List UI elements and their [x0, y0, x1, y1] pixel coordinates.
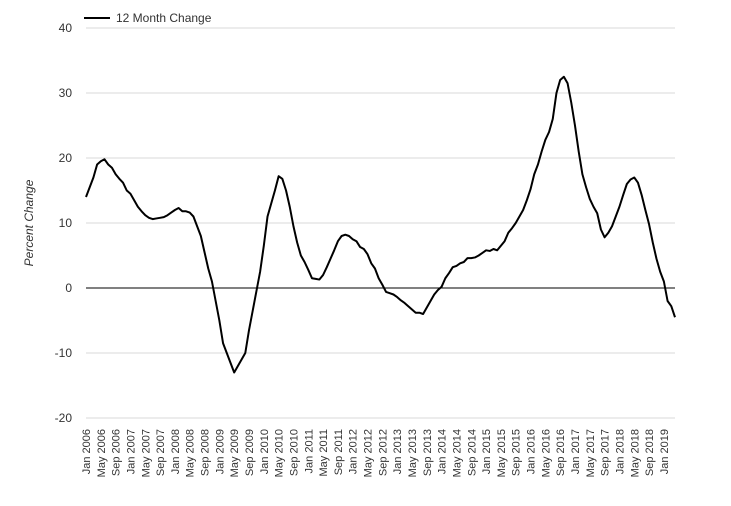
x-tick-label: May 2007: [140, 429, 152, 477]
x-tick-label: Sep 2012: [377, 429, 389, 476]
x-tick-label: May 2009: [229, 429, 241, 477]
x-tick-label: Jan 2008: [170, 429, 182, 474]
legend-label: 12 Month Change: [116, 11, 212, 25]
x-tick-label: May 2015: [496, 429, 508, 477]
y-axis-label: Percent Change: [22, 179, 36, 266]
x-tick-label: May 2017: [585, 429, 597, 477]
x-tick-label: May 2011: [318, 429, 330, 477]
y-tick-label: -20: [55, 411, 73, 425]
x-tick-label: Sep 2014: [466, 429, 478, 476]
x-tick-label: Jan 2016: [526, 429, 538, 474]
x-tick-label: Jan 2017: [570, 429, 582, 474]
x-tick-label: May 2013: [407, 429, 419, 477]
x-tick-label: Sep 2010: [288, 429, 300, 476]
x-tick-label: Sep 2018: [644, 429, 656, 476]
y-tick-label: 20: [59, 151, 73, 165]
grid-layer: [86, 27, 675, 419]
series-line-12-month-change: [85, 75, 676, 374]
x-tick-label: May 2014: [451, 429, 463, 477]
x-tick-label: Sep 2011: [333, 429, 345, 475]
x-tick-label: Jan 2007: [125, 429, 137, 474]
x-tick-label: Sep 2017: [600, 429, 612, 476]
x-tick-label: Jan 2019: [659, 429, 671, 474]
x-tick-label: May 2018: [629, 429, 641, 477]
x-tick-label: May 2006: [96, 429, 108, 477]
y-tick-label: 10: [59, 216, 73, 230]
y-tick-label: 30: [59, 86, 73, 100]
x-tick-label: Jan 2009: [214, 429, 226, 474]
x-tick-label: Sep 2016: [555, 429, 567, 476]
x-tick-label: Sep 2007: [155, 429, 167, 476]
x-tick-label: May 2010: [274, 429, 286, 477]
x-tick-label: Sep 2006: [111, 429, 123, 476]
x-tick-label: Sep 2013: [422, 429, 434, 476]
x-tick-label: May 2012: [363, 429, 375, 477]
x-tick-label: Jan 2014: [437, 429, 449, 474]
x-tick-label: Jan 2012: [348, 429, 360, 474]
x-tick-label: Sep 2009: [244, 429, 256, 476]
x-tick-label: Jan 2006: [81, 429, 93, 474]
x-tick-label: Jan 2015: [481, 429, 493, 474]
x-axis-tick-labels: Jan 2006 May 2006 Sep 2006 Jan 2007 May 2007…: [81, 429, 671, 477]
y-axis-tick-labels: 40 30 20 10 0 -10 -20: [55, 21, 73, 425]
y-tick-label: 0: [65, 281, 72, 295]
x-tick-label: Jan 2013: [392, 429, 404, 474]
x-tick-label: May 2016: [540, 429, 552, 477]
x-tick-label: Jan 2010: [259, 429, 271, 474]
y-tick-label: -10: [55, 346, 73, 360]
x-tick-label: Jan 2018: [614, 429, 626, 474]
x-tick-label: May 2008: [185, 429, 197, 477]
x-tick-label: Sep 2015: [511, 429, 523, 476]
x-tick-label: Sep 2008: [200, 429, 212, 476]
legend: 12 Month Change: [84, 11, 212, 25]
y-tick-label: 40: [59, 21, 73, 35]
x-tick-label: Jan 2011: [303, 429, 315, 473]
